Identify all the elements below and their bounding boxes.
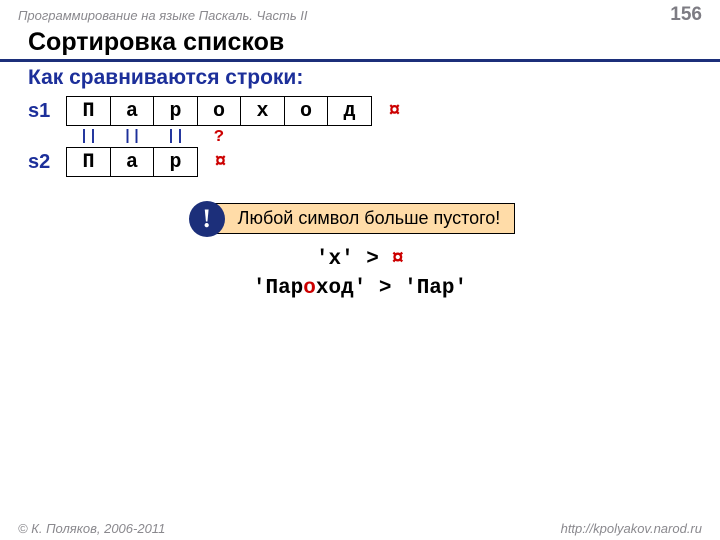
terminator-icon: ¤	[392, 248, 405, 271]
ops-row: || || || ?	[66, 128, 692, 147]
char-cell: р	[153, 147, 198, 177]
question-op: ?	[197, 128, 242, 147]
course-name: Программирование на языке Паскаль. Часть…	[18, 8, 308, 23]
s2-row: s2 П а р ¤	[28, 147, 692, 177]
s1-cells: П а р о х о д	[66, 96, 372, 126]
callout: ! Любой символ больше пустого!	[205, 203, 516, 234]
copyright: © К. Поляков, 2006-2011	[18, 521, 165, 536]
footer: © К. Поляков, 2006-2011 http://kpolyakov…	[0, 521, 720, 536]
char-cell: х	[240, 96, 285, 126]
exclaim-icon: !	[189, 201, 225, 237]
char-cell: д	[327, 96, 372, 126]
char-cell: р	[153, 96, 198, 126]
s2-cells: П а р	[66, 147, 198, 177]
char-cell: П	[66, 96, 111, 126]
char-cell: а	[110, 147, 155, 177]
char-cell: о	[197, 96, 242, 126]
char-cell: о	[284, 96, 329, 126]
eq-op: ||	[153, 128, 198, 147]
slide: Программирование на языке Паскаль. Часть…	[0, 0, 720, 540]
page-number: 156	[670, 4, 702, 26]
code-text: 'Пар	[253, 277, 303, 300]
code-highlight: о	[303, 277, 316, 300]
page-title: Сортировка списков	[0, 26, 720, 62]
footer-url: http://kpolyakov.narod.ru	[561, 521, 702, 536]
s1-label: s1	[28, 100, 66, 123]
terminator-icon: ¤	[198, 147, 243, 177]
top-bar: Программирование на языке Паскаль. Часть…	[0, 0, 720, 26]
eq-op: ||	[110, 128, 155, 147]
char-cell: а	[110, 96, 155, 126]
s1-row: s1 П а р о х о д ¤	[28, 96, 692, 126]
callout-text: Любой символ больше пустого!	[205, 203, 516, 234]
code-line-2: 'Пароход' > 'Пар'	[0, 277, 720, 300]
terminator-icon: ¤	[372, 96, 417, 126]
code-line-1: 'х' > ¤	[0, 248, 720, 271]
code-block: 'х' > ¤ 'Пароход' > 'Пар'	[0, 248, 720, 300]
s2-label: s2	[28, 151, 66, 174]
string-comparison: s1 П а р о х о д ¤ || || || ? s2 П а р	[0, 96, 720, 177]
callout-wrap: ! Любой символ больше пустого!	[0, 203, 720, 234]
subtitle: Как сравниваются строки:	[0, 66, 720, 96]
char-cell: П	[66, 147, 111, 177]
code-text: 'х' >	[316, 248, 392, 271]
eq-op: ||	[66, 128, 111, 147]
code-text: ход' > 'Пар'	[316, 277, 467, 300]
